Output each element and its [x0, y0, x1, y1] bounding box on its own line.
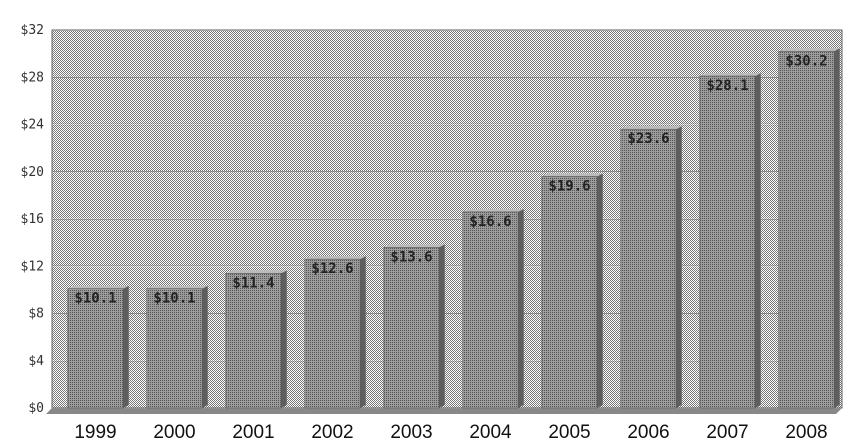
data-label: $23.6	[627, 131, 669, 147]
data-labels: $10.1 $10.1 $11.4 $12.6 $13.6 $16.6 $19.6 $23.6…	[74, 53, 827, 306]
y-tick-label: $32	[21, 23, 44, 38]
y-tick-label: $28	[21, 70, 44, 85]
bar	[462, 208, 524, 409]
x-tick-label: 2004	[469, 422, 512, 443]
y-tick-label: $8	[28, 307, 44, 322]
y-tick-label: $0	[28, 401, 44, 416]
x-tick-label: 2003	[390, 422, 432, 443]
x-tick-label: 2001	[232, 422, 274, 443]
bars	[67, 48, 840, 409]
bar	[541, 173, 603, 409]
chart-floor	[46, 408, 842, 414]
y-tick-label: $16	[21, 212, 44, 227]
x-tick-label: 2005	[548, 422, 590, 443]
data-label: $30.2	[785, 53, 827, 69]
data-label: $10.1	[153, 291, 195, 307]
data-label: $16.6	[469, 214, 511, 230]
y-tick-label: $24	[21, 118, 45, 133]
bar	[699, 73, 761, 409]
x-axis-ticks: 1999 2000 2001 2002 2003 2004 2005 2006 2007 2008	[74, 422, 827, 443]
y-tick-label: $12	[21, 259, 44, 274]
bar	[225, 270, 287, 409]
x-tick-label: 1999	[74, 422, 116, 443]
bar	[620, 126, 682, 409]
y-axis-ticks: $0 $4 $8 $12 $16 $20 $24 $28 $32	[21, 23, 45, 416]
x-tick-label: 2007	[706, 422, 748, 443]
x-tick-label: 2008	[785, 422, 827, 443]
x-tick-label: 2006	[627, 422, 669, 443]
y-tick-label: $20	[21, 165, 44, 180]
data-label: $11.4	[232, 275, 274, 291]
data-label: $13.6	[390, 249, 432, 265]
data-label: $28.1	[706, 78, 748, 94]
bar	[778, 48, 840, 409]
x-tick-label: 2000	[153, 422, 195, 443]
bar	[67, 285, 129, 409]
data-label: $19.6	[548, 178, 590, 194]
x-tick-label: 2002	[311, 422, 353, 443]
bar	[146, 285, 208, 409]
bar	[304, 256, 366, 409]
bar	[383, 244, 445, 409]
data-label: $12.6	[311, 261, 353, 277]
data-label: $10.1	[74, 291, 116, 307]
y-tick-label: $4	[28, 354, 44, 369]
